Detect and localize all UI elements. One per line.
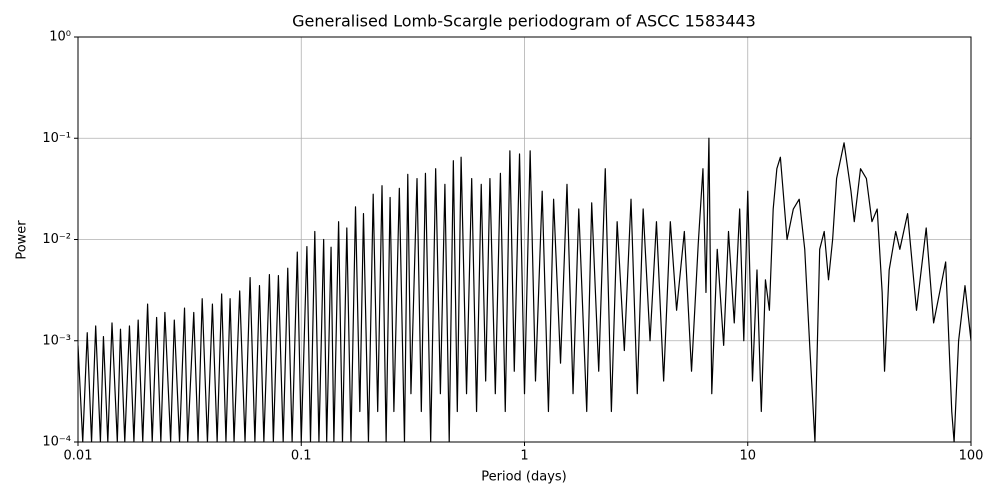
- x-tick-label: 0.01: [64, 449, 93, 464]
- x-tick-label: 0.1: [291, 449, 312, 464]
- plot-area: [78, 137, 971, 442]
- x-tick-label: 1: [520, 449, 528, 464]
- chart-title: Generalised Lomb-Scargle periodogram of …: [292, 12, 756, 31]
- periodogram-line: [78, 137, 971, 442]
- y-tick-label: 10⁻²: [42, 232, 71, 247]
- y-tick-label: 10⁻⁴: [42, 435, 71, 450]
- y-tick-label: 10⁻³: [42, 333, 71, 348]
- x-axis-label: Period (days): [481, 470, 567, 485]
- y-tick-label: 10⁻¹: [42, 131, 71, 146]
- x-tick-label: 100: [959, 449, 984, 464]
- x-tick-label: 10: [739, 449, 756, 464]
- y-axis-label: Power: [15, 220, 30, 260]
- y-tick-label: 10⁰: [49, 30, 71, 45]
